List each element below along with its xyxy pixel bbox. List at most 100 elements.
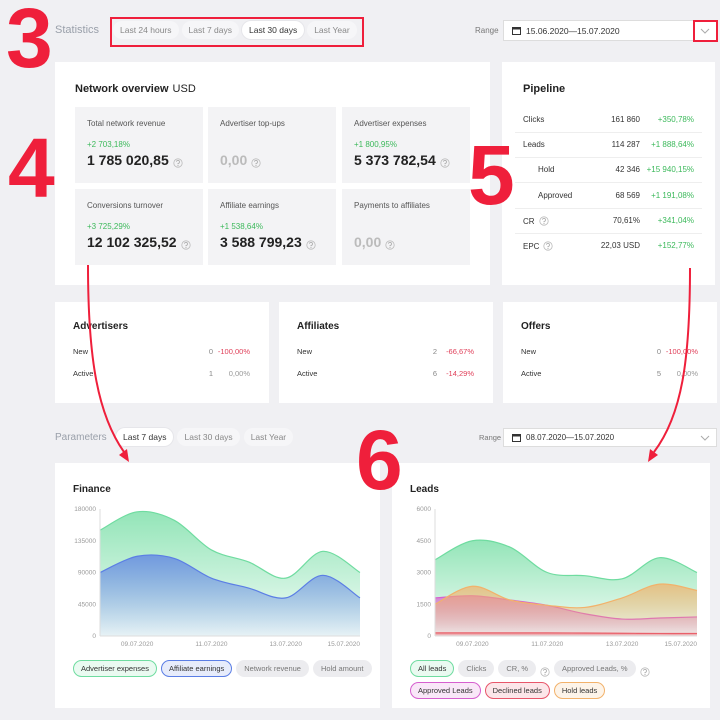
metric-value-row: 0,00 [220, 152, 261, 168]
metric-tile: Affiliate earnings +1 538,64% 3 588 799,23 [208, 189, 336, 265]
pipeline-change: +341,04% [657, 216, 694, 225]
period-tab[interactable]: Last 30 days [242, 21, 305, 39]
legend-toggle[interactable]: Approved Leads [410, 682, 481, 699]
period-tab[interactable]: Last 7 days [116, 428, 174, 446]
chevron-path [700, 435, 710, 441]
help-mark [388, 242, 393, 247]
counter-change: -100,00% [665, 347, 698, 356]
help-ring [540, 666, 550, 677]
help-dot [544, 673, 546, 675]
pipeline-label: Leads [523, 140, 545, 149]
label-text: Leads [523, 140, 545, 149]
pipeline-label: CR [523, 216, 549, 226]
help-ring [180, 240, 191, 250]
card-title: Pipeline [523, 83, 566, 95]
metric-label: Advertiser expenses [354, 119, 427, 128]
chevron-highlight [693, 20, 718, 42]
counter-label: Active [297, 369, 318, 378]
legend-toggle[interactable]: Declined leads [484, 682, 550, 699]
counter-label: New [297, 347, 313, 356]
pipeline-value: 161 860 [611, 115, 640, 124]
arrow-head [119, 449, 129, 462]
help-dot [543, 223, 545, 225]
help-glyph [251, 158, 261, 168]
row-divider [515, 157, 702, 158]
help-glyph [173, 158, 183, 168]
pipeline-change: +1 191,08% [651, 191, 694, 200]
help-ring [538, 216, 549, 226]
metric-value: 12 102 325,52 [87, 234, 177, 250]
help-dot [310, 247, 312, 249]
card-title: Advertisers [73, 321, 129, 332]
help-glyph [639, 666, 650, 677]
card-title: Offers [521, 321, 551, 332]
legend-toggle[interactable]: Hold leads [553, 682, 606, 699]
legend-toggle[interactable]: Advertiser expenses [73, 660, 157, 677]
legend-toggle[interactable]: All leads [410, 660, 455, 677]
period-tab[interactable]: Last 24 hours [113, 21, 179, 39]
metric-label: Payments to affiliates [354, 201, 430, 210]
help-dot [389, 247, 391, 249]
help-ring [306, 240, 316, 250]
help-ring [440, 158, 450, 168]
legend-toggle[interactable]: Clicks [458, 660, 495, 677]
annotation-number: 3 [6, 0, 53, 85]
help-icon [540, 664, 550, 677]
metric-value-row: 0,00 [354, 234, 395, 250]
row-divider [515, 233, 702, 234]
help-icon [639, 664, 650, 677]
metric-change: +1 800,95% [354, 140, 397, 149]
help-glyph [540, 666, 550, 677]
label-text: EPC [523, 241, 540, 251]
label-text: CR [523, 216, 535, 226]
metric-change: +3 725,29% [87, 222, 130, 231]
chevron [700, 28, 710, 34]
calendar-icon [512, 434, 521, 442]
page-title: Statistics [55, 24, 100, 36]
date-range[interactable]: 08.07.2020—15.07.2020 [503, 428, 717, 447]
annotation-number: 4 [8, 121, 55, 215]
counter-value: 2 [432, 347, 437, 356]
period-tab[interactable]: Last Year [243, 428, 294, 446]
legend-toggle[interactable]: Affiliate earnings [160, 660, 233, 677]
pipeline-value: 42 346 [615, 165, 640, 174]
counter-change: -14,29% [446, 369, 474, 378]
legend-toggle[interactable]: Approved Leads, % [554, 660, 636, 677]
counter-value: 5 [656, 369, 661, 378]
metric-tile: Total network revenue +2 703,18% 1 785 020… [75, 107, 203, 183]
pipeline-value: 68 569 [615, 191, 640, 200]
help-glyph [180, 240, 191, 250]
date-range[interactable]: 15.06.2020—15.07.2020 [503, 20, 717, 41]
pipeline-change: +1 888,64% [651, 140, 694, 149]
help-dot [184, 247, 187, 249]
row-divider [515, 132, 702, 133]
help-mark [175, 160, 180, 165]
pipeline-change: +152,77% [657, 241, 694, 250]
period-tabs: Last 24 hours Last 7 days Last 30 days Last… [113, 21, 357, 39]
period-tab[interactable]: Last 30 days [177, 428, 240, 446]
chevron [700, 435, 710, 441]
counter-change: 0,00% [228, 369, 250, 378]
help-ring [543, 241, 554, 251]
legend-toggle[interactable]: CR, % [498, 660, 537, 677]
metric-value: 0,00 [220, 152, 248, 168]
metric-tile: Advertiser top-ups 0,00 [208, 107, 336, 183]
counter-card: Affiliates New 2 -66,67% Active 6 -14,29% [279, 302, 493, 403]
metric-value-row: 3 588 799,23 [220, 234, 316, 250]
label-text: Approved [538, 191, 573, 200]
help-icon [306, 237, 316, 250]
calendar-top [512, 434, 521, 437]
help-glyph [543, 241, 554, 251]
calendar [512, 433, 521, 442]
legend-toggle[interactable]: Network revenue [236, 660, 309, 677]
period-tab[interactable]: Last 7 days [181, 21, 239, 39]
legend-toggle[interactable]: Hold amount [312, 660, 372, 677]
metric-label: Total network revenue [87, 119, 166, 128]
help-mark [254, 160, 259, 165]
metric-value: 0,00 [354, 234, 382, 250]
period-tab[interactable]: Last Year [307, 21, 357, 39]
counter-label: New [521, 347, 537, 356]
help-dot [177, 165, 179, 167]
chart-title: Finance [73, 484, 111, 495]
pipeline-value: 70,61% [612, 216, 640, 225]
